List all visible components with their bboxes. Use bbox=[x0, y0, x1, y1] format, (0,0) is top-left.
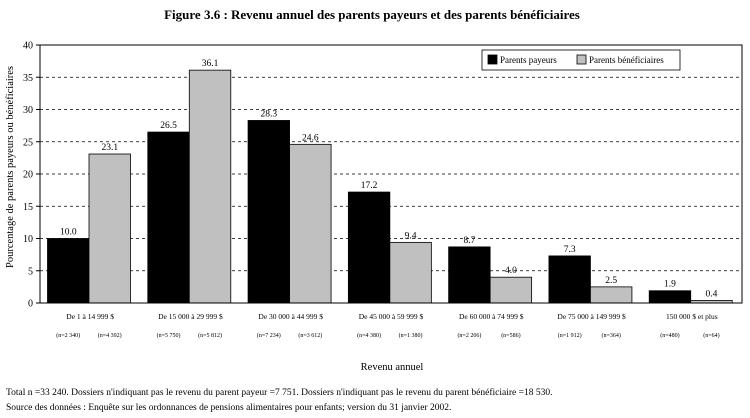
y-tick-label: 15 bbox=[23, 202, 33, 213]
x-category-label: De 15 000 à 29 999 $ bbox=[158, 312, 223, 321]
bar-beneficiaires bbox=[489, 276, 533, 304]
sample-size-beneficiaires: (n=364) bbox=[601, 332, 620, 339]
sample-size-beneficiaires: (n=4 392) bbox=[98, 332, 122, 339]
y-tick-label: 40 bbox=[23, 41, 33, 52]
data-labels: 10.0 26.5 28.3 17.2 8.7 7.3 1.9 23.1 36.1 24.6 9.4… bbox=[60, 59, 718, 299]
bar-beneficiaires bbox=[289, 143, 332, 304]
sample-size-beneficiaires: (n=586) bbox=[501, 332, 520, 339]
bar-value-label: 36.1 bbox=[202, 59, 219, 69]
y-tick-label: 30 bbox=[23, 105, 33, 116]
bar-beneficiaires bbox=[188, 69, 232, 304]
bar-payeurs bbox=[347, 191, 391, 304]
sample-size-payeurs: (n=7 234) bbox=[257, 332, 281, 339]
bar-value-label: 2.5 bbox=[605, 276, 617, 286]
sample-size-payeurs: (n=1 912) bbox=[558, 332, 582, 339]
bar-value-label: 23.1 bbox=[101, 143, 118, 153]
x-category-label: De 45 000 à 59 999 $ bbox=[359, 312, 424, 321]
y-tick-label: 20 bbox=[23, 170, 33, 181]
x-axis-category-labels: De 1 à 14 999 $ (n=2 340) (n=4 392) De 15 0… bbox=[56, 312, 719, 339]
y-tick-label: 25 bbox=[23, 137, 33, 148]
y-axis-ticks: 0 5 10 15 20 25 30 35 40 bbox=[23, 41, 40, 310]
legend-label: Parents bénéficiaires bbox=[589, 55, 664, 65]
x-category-label: De 1 à 14 999 $ bbox=[66, 312, 114, 321]
bar-payeurs bbox=[648, 290, 692, 304]
y-tick-label: 10 bbox=[23, 234, 33, 245]
y-tick-label: 35 bbox=[23, 73, 33, 84]
bar-payeurs bbox=[47, 238, 90, 304]
bar-value-label: 28.3 bbox=[261, 109, 278, 119]
sample-size-beneficiaires: (n=64) bbox=[703, 332, 719, 339]
y-axis-label: Pourcentage de parents payeurs ou bénéfi… bbox=[5, 66, 16, 268]
sample-size-payeurs: (n=5 750) bbox=[157, 332, 181, 339]
bar-beneficiaires bbox=[590, 286, 633, 304]
chart-title: Figure 3.6 : Revenu annuel des parents p… bbox=[164, 7, 580, 22]
sample-size-payeurs: (n=480) bbox=[660, 332, 679, 339]
bars bbox=[47, 69, 733, 304]
bar-payeurs bbox=[548, 255, 591, 304]
x-category-label: De 60 000 à 74 999 $ bbox=[459, 312, 524, 321]
bar-payeurs bbox=[448, 246, 491, 304]
bar-beneficiaires bbox=[389, 241, 432, 304]
sample-size-payeurs: (n=2 340) bbox=[56, 332, 80, 339]
bar-beneficiaires bbox=[88, 153, 131, 304]
legend-label: Parents payeurs bbox=[500, 55, 557, 65]
x-category-label: De 75 000 à 149 999 $ bbox=[557, 312, 626, 321]
bar-value-label: 9.4 bbox=[405, 231, 417, 241]
x-category-label: 150 000 $ et plus bbox=[666, 312, 718, 321]
footer-totals: Total n =33 240. Dossiers n'indiquant pa… bbox=[6, 388, 553, 398]
legend-swatch bbox=[487, 54, 498, 65]
sample-size-beneficiaires: (n=1 380) bbox=[399, 332, 423, 339]
bar-value-label: 7.3 bbox=[564, 245, 576, 255]
footer-source: Source des données : Enquête sur les ord… bbox=[6, 403, 452, 413]
sample-size-beneficiaires: (n=5 812) bbox=[198, 332, 222, 339]
sample-size-payeurs: (n=2 206) bbox=[457, 332, 481, 339]
bar-payeurs bbox=[147, 131, 190, 304]
legend: Parents payeurs Parents bénéficiaires bbox=[481, 49, 681, 71]
bar-value-label: 26.5 bbox=[160, 121, 177, 131]
bar-value-label: 24.6 bbox=[302, 133, 319, 143]
y-tick-label: 0 bbox=[28, 299, 33, 310]
sample-size-beneficiaires: (n=3 612) bbox=[298, 332, 322, 339]
bar-value-label: 4.0 bbox=[505, 266, 517, 276]
bar-value-label: 8.7 bbox=[463, 236, 475, 246]
bar-value-label: 0.4 bbox=[706, 289, 718, 299]
bar-value-label: 10.0 bbox=[60, 228, 77, 238]
x-category-label: De 30 000 à 44 999 $ bbox=[258, 312, 323, 321]
gridlines bbox=[40, 76, 742, 272]
legend-swatch bbox=[576, 54, 587, 65]
x-axis-label: Revenu annuel bbox=[361, 362, 424, 373]
bar-payeurs bbox=[247, 120, 290, 304]
bar-chart: Figure 3.6 : Revenu annuel des parents p… bbox=[5, 7, 743, 373]
y-tick-label: 5 bbox=[28, 266, 33, 277]
sample-size-payeurs: (n=4 380) bbox=[357, 332, 381, 339]
bar-value-label: 1.9 bbox=[664, 280, 676, 290]
bar-value-label: 17.2 bbox=[361, 181, 378, 191]
